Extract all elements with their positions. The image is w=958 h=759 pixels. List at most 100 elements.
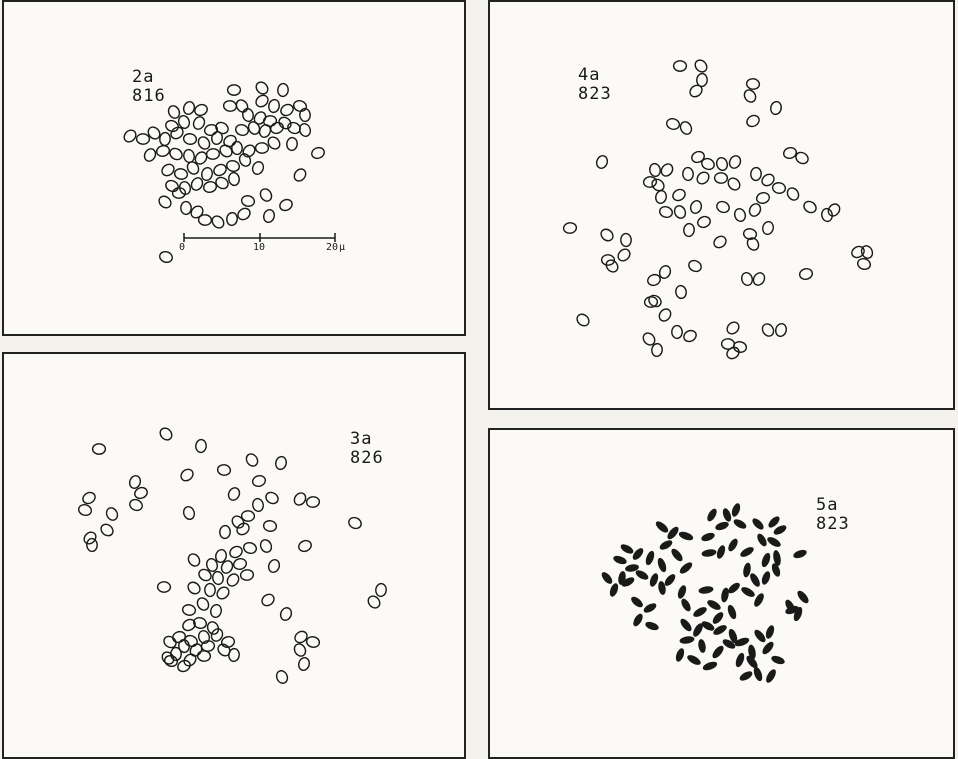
chromosome [698,639,706,653]
chromosome [728,538,738,552]
chromosome [665,117,681,131]
chromosome [201,166,213,182]
chromosome [643,603,657,613]
chromosome [192,116,206,130]
chromosome-spread-5a [601,503,809,683]
panel-5a-label: 5a 823 [816,496,850,534]
chromosome [734,637,750,647]
chromosome [177,659,191,673]
chromosome [782,147,798,159]
chromosome [262,520,278,532]
chromosome [620,544,634,554]
chromosome [761,173,775,187]
chromosome [240,510,256,522]
chromosome [701,532,715,542]
chromosome [164,654,178,668]
chromosome [677,585,687,599]
chromosome [727,177,741,191]
chromosome [167,105,181,119]
chromosome [600,228,614,242]
chromosome [746,114,760,128]
chromosome [105,507,119,521]
chromosome [193,616,207,630]
chromosome [771,182,787,194]
chromosome [678,531,694,541]
scale-tick-10: 10 [253,242,266,253]
chromosome [270,121,284,135]
chromosome [226,573,240,587]
chromosome [211,215,225,229]
chromosome [195,438,207,454]
chromosome [771,655,785,665]
chromosome [263,208,275,224]
chromosome [197,214,213,226]
chromosome [245,453,259,467]
chromosome [298,539,312,553]
chromosome [159,250,173,264]
chromosome [212,570,224,586]
chromosome [761,323,775,337]
chromosome [762,220,774,236]
chromosome [196,650,212,662]
chromosome [683,222,695,238]
chromosome [265,491,279,505]
chromosome [673,205,687,219]
chromosome [293,168,307,182]
panel-4a-id: 4a [578,65,601,85]
chromosome [625,564,639,572]
chromosome [613,555,627,565]
chromosome [293,643,307,657]
chromosome [713,235,727,249]
chromosome [226,84,242,96]
chromosome [77,503,93,517]
chromosome [721,587,729,603]
chromosome [761,571,771,585]
chromosome [768,516,780,528]
panel-4a-number: 823 [578,84,612,104]
chromosome [647,273,661,287]
chromosome [771,563,781,577]
chromosome [687,655,701,665]
panel-4a: 4a 823 [488,0,955,410]
chromosome [180,468,194,482]
chromosome [298,656,310,672]
chromosome [247,121,261,135]
panel-2a: 2a 816 0 10 20 μ [2,0,466,336]
chromosome [757,533,767,547]
chromosome [267,136,281,150]
chromosome [786,187,800,201]
chromosome [161,163,175,177]
chromosome [701,621,715,631]
chromosome [232,558,248,570]
scale-tick-20: 20 [326,242,339,253]
chromosome [753,666,763,682]
chromosome [223,134,237,148]
chromosome [189,643,203,657]
chromosome [159,427,173,441]
chromosome [198,568,212,582]
chromosome [643,296,659,308]
chromosome [793,549,807,559]
chromosome [693,623,703,637]
chromosome [745,78,761,90]
chromosome [311,146,325,160]
chromosome [740,271,754,287]
chromosome [797,590,809,604]
chromosome [642,332,656,346]
chromosome [755,192,771,204]
chromosome [219,524,231,540]
chromosome [707,508,717,522]
chromosome [752,272,766,286]
chromosome [713,172,729,184]
chromosome [681,598,691,612]
chromosome [635,570,649,580]
chromosome [675,284,687,300]
chromosome [259,188,273,202]
chromosome [689,84,703,98]
chromosome [220,560,234,574]
chromosome [683,329,697,343]
chromosome [658,581,666,595]
chromosome [795,151,809,165]
chromosome [701,549,717,557]
panel-3a-label: 3a 826 [350,430,384,468]
